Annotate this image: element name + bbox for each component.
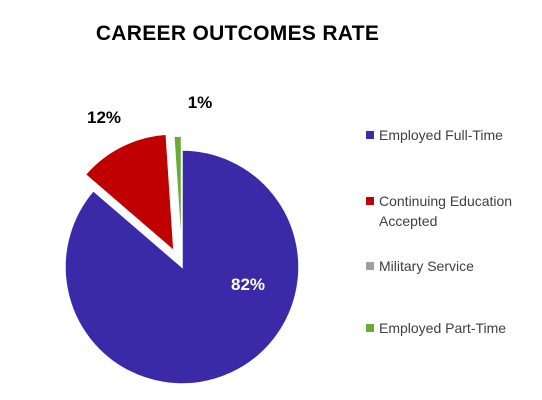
legend-label: Continuing Education Accepted <box>379 193 513 229</box>
legend-label: Employed Full-Time <box>379 127 503 143</box>
pie-slice-employed-part-time <box>173 135 183 254</box>
pie-data-labels: 82% 12% 1% <box>87 93 265 294</box>
legend-item-employed-full-time: Employed Full-Time <box>366 125 529 145</box>
pie-slice-continuing-education-accepted <box>84 133 175 253</box>
legend-swatch <box>366 197 374 205</box>
pie-slice-employed-full-time <box>64 149 300 385</box>
legend-swatch <box>366 262 374 270</box>
chart-title: CAREER OUTCOMES RATE <box>95 22 380 45</box>
legend-item-military-service: Military Service <box>366 256 529 276</box>
legend-swatch <box>366 131 374 139</box>
data-label-continuing-education-accepted: 12% <box>87 108 121 127</box>
legend-item-continuing-education-accepted: Continuing Education Accepted <box>366 191 529 231</box>
legend-swatch <box>366 324 374 332</box>
data-label-employed-part-time: 1% <box>188 93 213 112</box>
legend-label: Military Service <box>379 258 474 274</box>
pie-slices <box>64 133 300 385</box>
data-label-employed-full-time: 82% <box>231 275 265 294</box>
legend-item-employed-part-time: Employed Part-Time <box>366 318 529 338</box>
legend-label: Employed Part-Time <box>379 320 507 336</box>
